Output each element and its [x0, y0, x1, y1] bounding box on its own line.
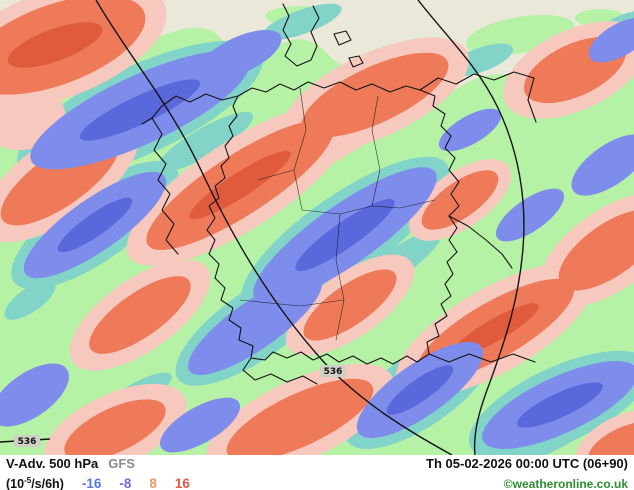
map-canvas: 536 536	[0, 0, 634, 455]
country-borders	[141, 3, 537, 385]
units-prefix: (10	[6, 477, 25, 490]
contour-label-center: 536	[320, 365, 346, 377]
legend-value: -8	[119, 476, 132, 490]
legend-values: -16 -8 8 16	[64, 475, 190, 490]
vorticity-shading	[0, 0, 634, 455]
units-label: (10-5/s/6h)	[6, 472, 64, 490]
legend-value: 8	[149, 476, 157, 490]
model-label: GFS	[108, 456, 135, 471]
units-exponent: -5	[24, 476, 32, 485]
units-and-legend: (10-5/s/6h) -16 -8 8 16	[6, 472, 190, 490]
state-borders	[239, 87, 436, 341]
param-title: V-Adv. 500 hPa GFS	[6, 455, 135, 472]
contour-label-center-text: 536	[324, 367, 343, 377]
footer-row-2: (10-5/s/6h) -16 -8 8 16 ©weatheronline.co.u…	[0, 472, 634, 490]
datetime-label: Th 05-02-2026 00:00 UTC (06+90)	[426, 456, 628, 471]
copyright: ©weatheronline.co.uk	[503, 477, 628, 490]
contour-label-left: 536	[14, 435, 40, 447]
contour-label-left-text: 536	[18, 437, 37, 447]
footer: V-Adv. 500 hPa GFS Th 05-02-2026 00:00 UT…	[0, 455, 634, 490]
legend-value: 16	[174, 476, 190, 490]
footer-row-1: V-Adv. 500 hPa GFS Th 05-02-2026 00:00 UT…	[0, 455, 634, 472]
units-suffix: /s/6h)	[31, 477, 64, 490]
param-label: V-Adv. 500 hPa	[6, 456, 99, 471]
weather-map: 536 536	[0, 0, 634, 455]
legend-value: -16	[81, 476, 102, 490]
